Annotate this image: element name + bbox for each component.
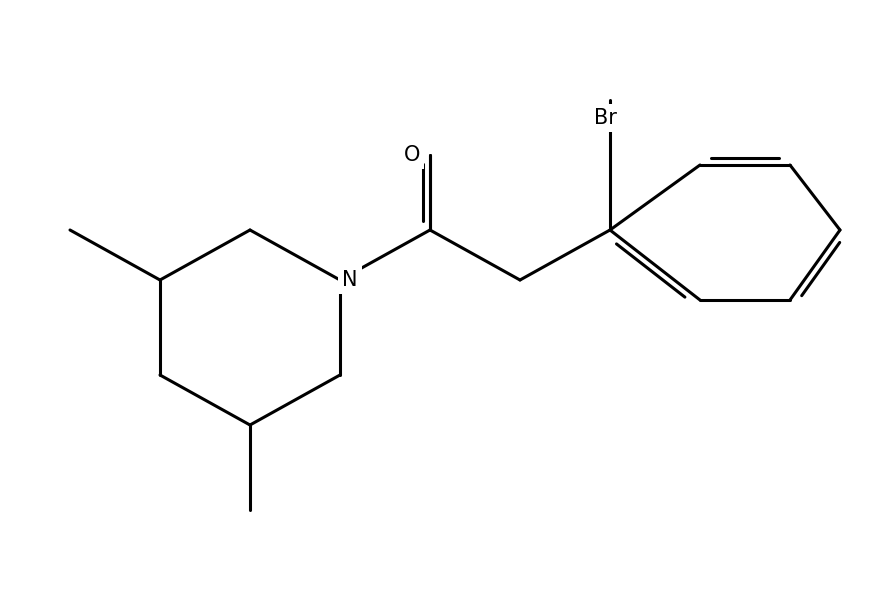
Text: N: N xyxy=(342,270,358,290)
Text: Br: Br xyxy=(594,108,617,128)
Text: O: O xyxy=(404,145,420,165)
